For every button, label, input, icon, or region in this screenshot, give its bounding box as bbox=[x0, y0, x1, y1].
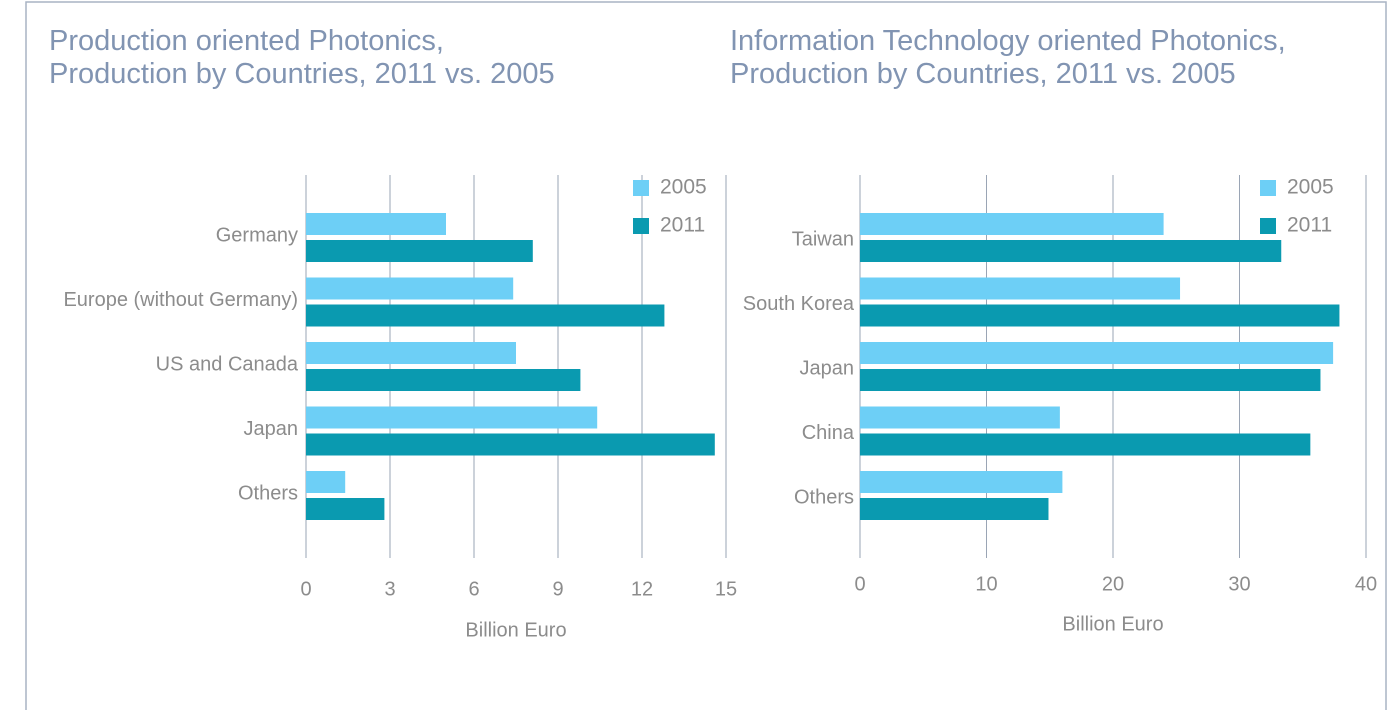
bar bbox=[860, 304, 1340, 327]
x-axis-label: Billion Euro bbox=[465, 619, 566, 641]
legend-swatch bbox=[633, 218, 649, 234]
category-label: Germany bbox=[216, 224, 298, 246]
chart-title: Information Technology oriented Photonic… bbox=[730, 25, 1286, 57]
bar bbox=[306, 342, 516, 364]
x-tick-label: 30 bbox=[1228, 573, 1250, 595]
bar bbox=[306, 406, 598, 429]
category-label: US and Canada bbox=[156, 353, 299, 375]
bar bbox=[306, 433, 715, 456]
x-tick-label: 15 bbox=[715, 578, 737, 600]
x-tick-label: 10 bbox=[975, 573, 997, 595]
bar bbox=[860, 240, 1282, 262]
bar bbox=[860, 433, 1311, 456]
chart-title: Production oriented Photonics, bbox=[49, 25, 444, 57]
bar bbox=[306, 498, 385, 520]
legend-swatch bbox=[1260, 180, 1276, 196]
bar bbox=[306, 240, 533, 262]
bar bbox=[306, 471, 346, 493]
x-tick-label: 0 bbox=[300, 578, 311, 600]
legend-swatch bbox=[1260, 218, 1276, 234]
bar bbox=[860, 277, 1181, 300]
legend-label: 2011 bbox=[660, 214, 705, 237]
legend-label: 2005 bbox=[1287, 176, 1334, 199]
bar bbox=[860, 213, 1164, 235]
legend-label: 2005 bbox=[660, 176, 707, 199]
bar bbox=[860, 406, 1060, 429]
category-label: South Korea bbox=[743, 293, 855, 315]
category-label: Taiwan bbox=[792, 228, 854, 250]
bar bbox=[306, 369, 581, 391]
category-label: Others bbox=[238, 482, 298, 504]
legend-label: 2011 bbox=[1287, 214, 1332, 237]
x-tick-label: 6 bbox=[468, 578, 479, 600]
bar bbox=[860, 369, 1321, 391]
bar bbox=[306, 277, 514, 300]
x-tick-label: 40 bbox=[1355, 573, 1377, 595]
x-tick-label: 3 bbox=[384, 578, 395, 600]
bar bbox=[860, 498, 1049, 520]
category-label: China bbox=[802, 422, 855, 444]
bar bbox=[860, 342, 1334, 364]
x-tick-label: 12 bbox=[631, 578, 653, 600]
x-axis-label: Billion Euro bbox=[1062, 613, 1163, 635]
bar bbox=[860, 471, 1063, 493]
chart-title: Production by Countries, 2011 vs. 2005 bbox=[730, 58, 1236, 90]
x-tick-label: 0 bbox=[854, 573, 865, 595]
category-label: Japan bbox=[244, 418, 299, 440]
chart-title: Production by Countries, 2011 vs. 2005 bbox=[49, 58, 555, 90]
category-label: Others bbox=[794, 486, 854, 508]
bar bbox=[306, 213, 446, 235]
bar bbox=[306, 304, 665, 327]
frame bbox=[25, 1, 1387, 710]
category-label: Japan bbox=[800, 357, 855, 379]
legend-swatch bbox=[633, 180, 649, 196]
category-label: Europe (without Germany) bbox=[63, 289, 298, 311]
x-tick-label: 20 bbox=[1102, 573, 1124, 595]
x-tick-label: 9 bbox=[552, 578, 563, 600]
